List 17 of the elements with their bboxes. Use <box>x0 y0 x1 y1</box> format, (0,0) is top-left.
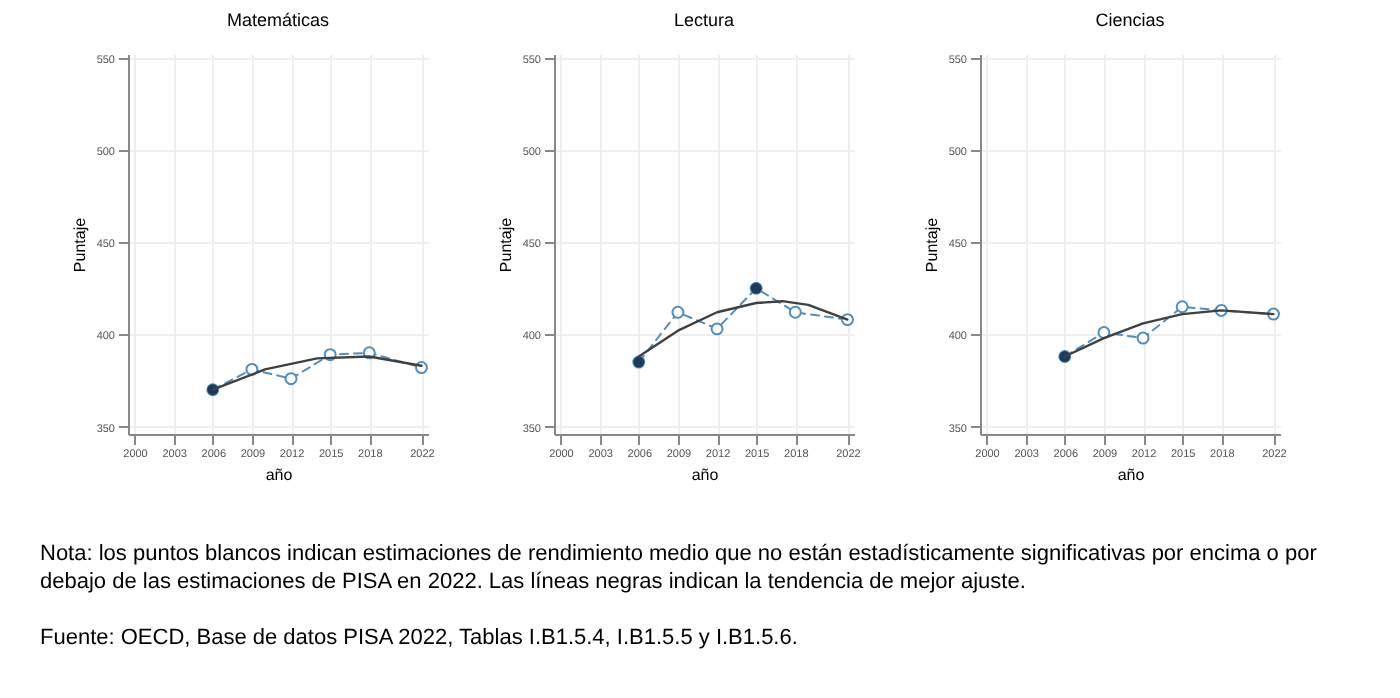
point <box>788 305 802 319</box>
text: Nota: los puntos blancos indican estimaciones de rendimiento medio que no están estadísticamente significativas por encima o por debajo de las estimaciones de PISA en 2022. Las líneas negras indican la tendencia de mejor ajuste. <box>40 540 1319 596</box>
y-axis-title: Puntaje <box>70 216 89 273</box>
chart-title: Lectura <box>673 9 735 30</box>
chart-title: Matemáticas <box>226 9 330 30</box>
x-axis-title: año <box>265 466 294 484</box>
point <box>1136 331 1150 345</box>
point <box>671 305 685 319</box>
y-axis-title: Puntaje <box>922 216 941 273</box>
y-axis-title: Puntaje <box>496 216 515 273</box>
point <box>710 322 724 336</box>
point <box>1175 300 1189 314</box>
source-note: Fuente: OECD, Base de datos PISA 2022, Tablas I.B1.5.4, I.B1.5.5 y I.B1.5.6. <box>40 624 800 652</box>
chart-title: Ciencias <box>1095 9 1166 30</box>
point <box>284 372 298 386</box>
x-axis-title: año <box>691 466 720 484</box>
x-axis-title: año <box>1117 466 1146 484</box>
